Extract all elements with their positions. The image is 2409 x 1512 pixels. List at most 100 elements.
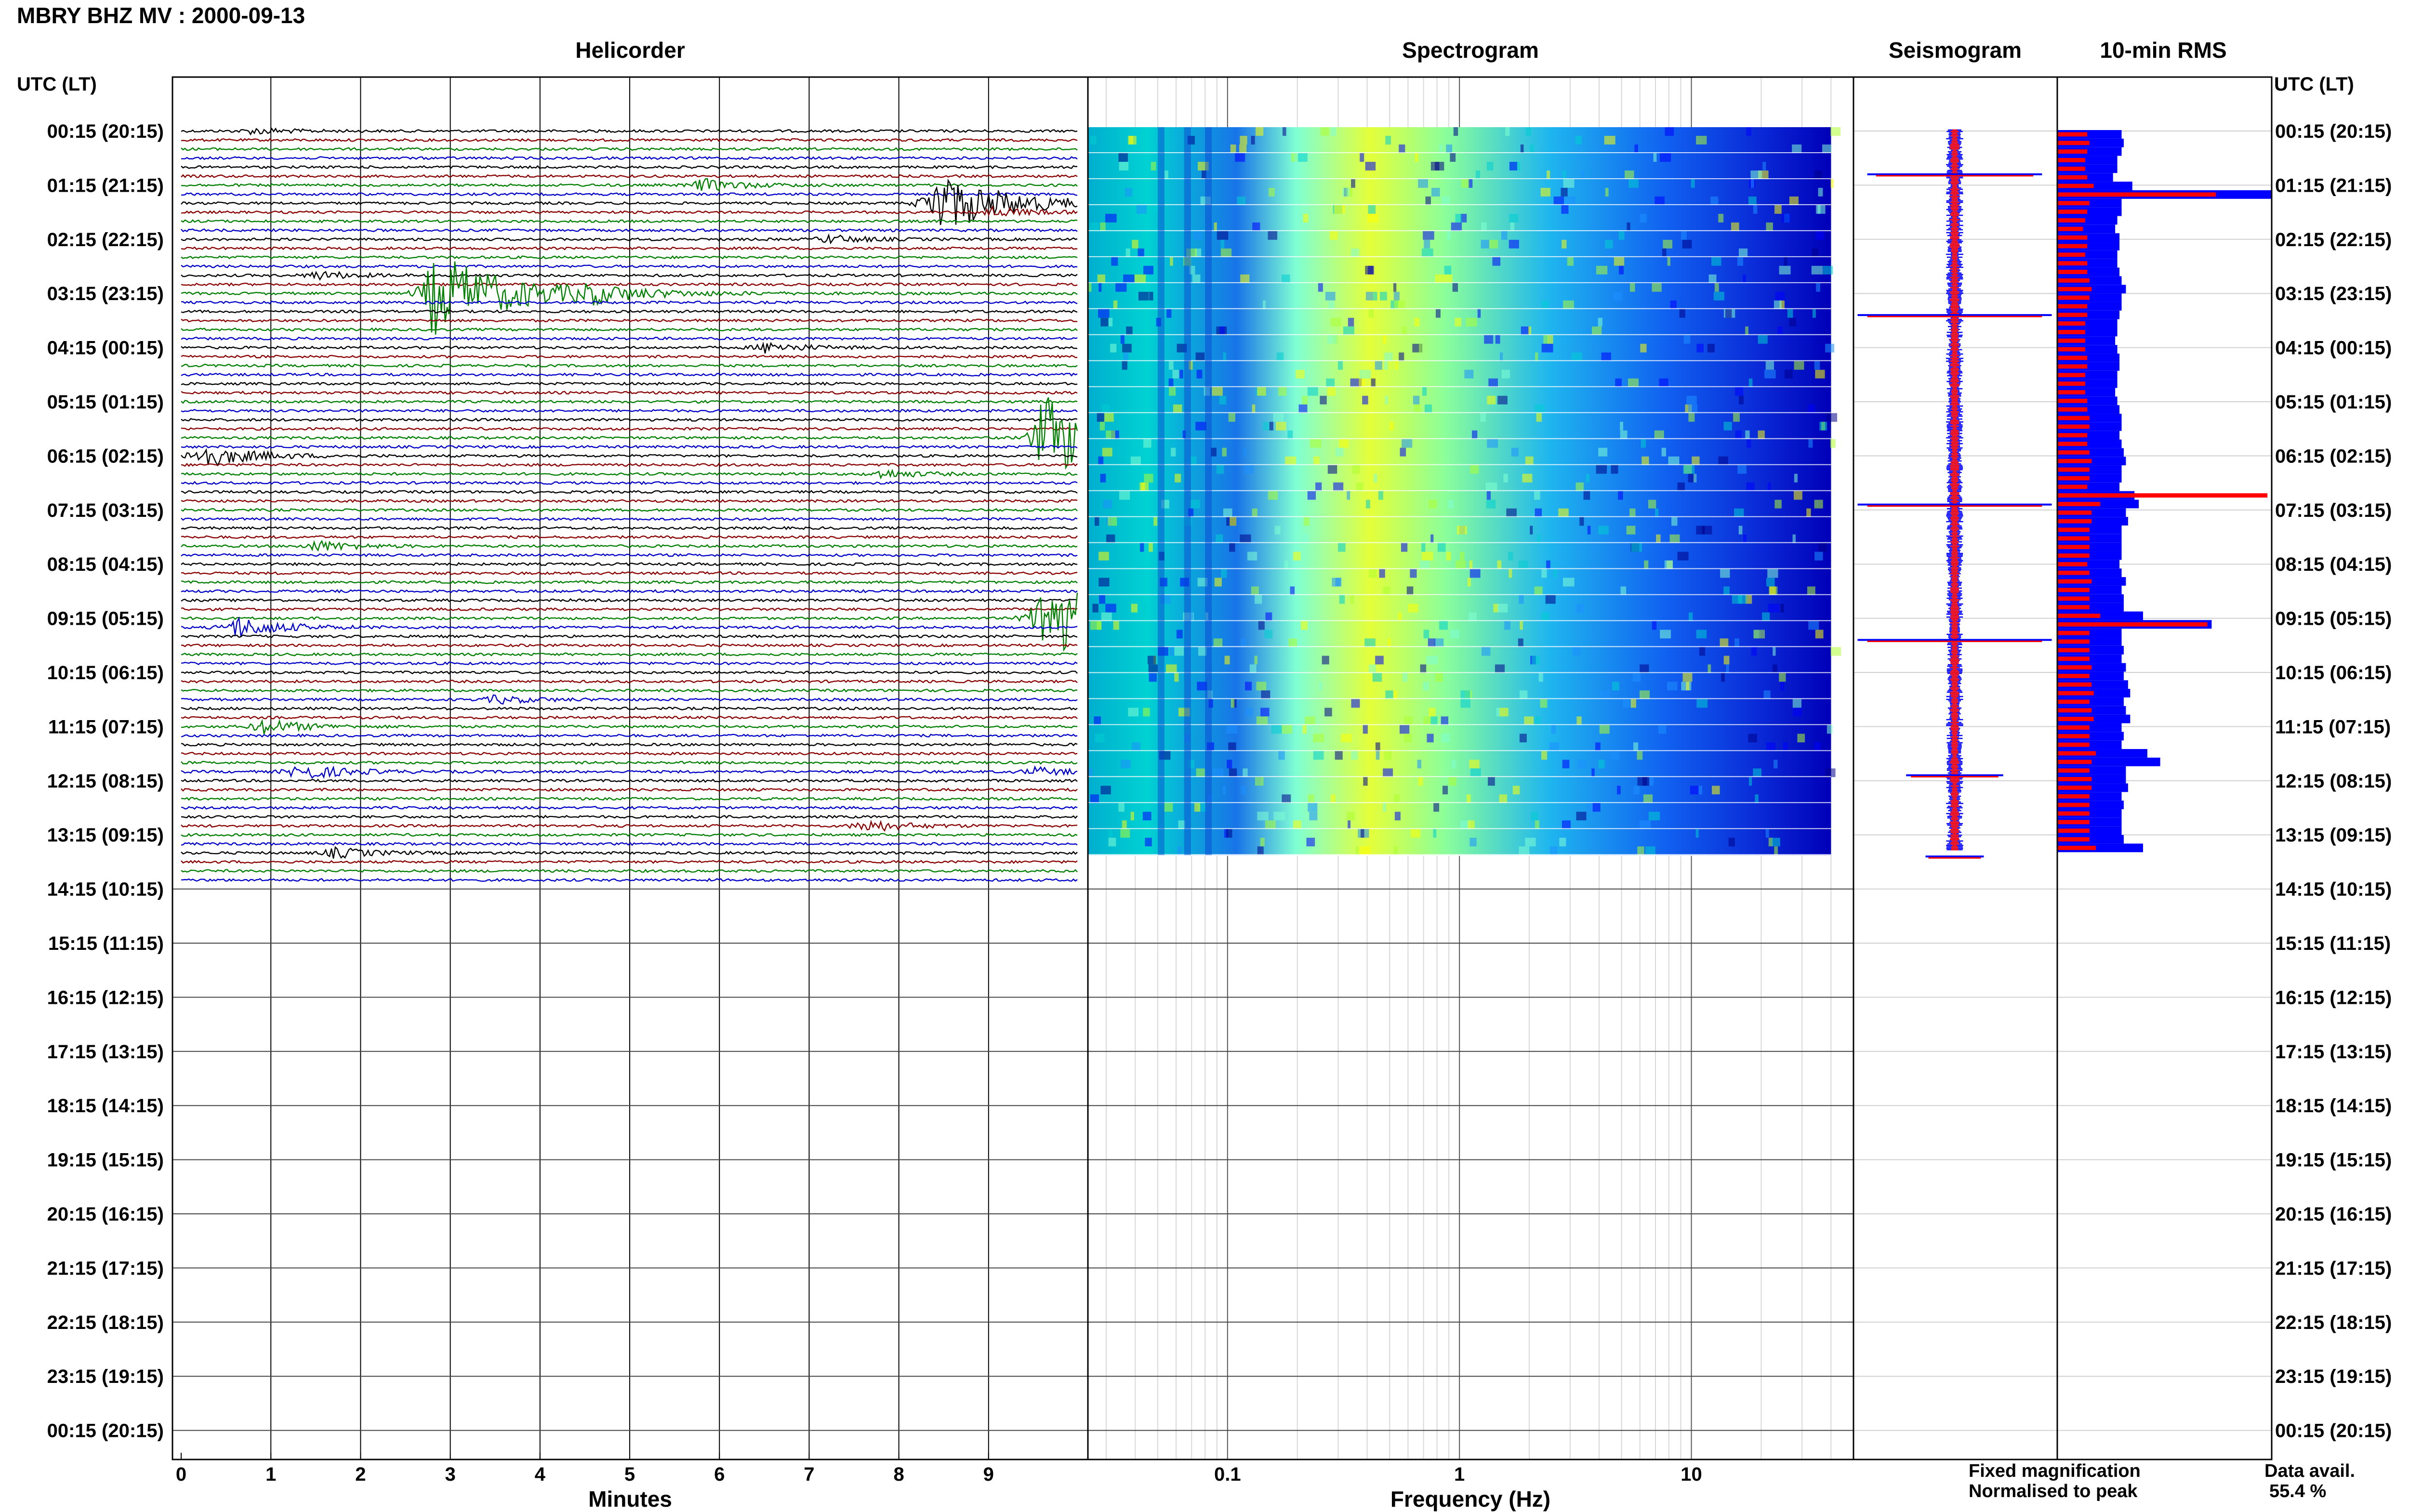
spectrogram-cell — [1427, 734, 1434, 743]
spectrogram-cell — [1495, 664, 1505, 673]
spectrogram-cell — [1613, 291, 1623, 301]
spectrogram-band — [1088, 482, 1831, 492]
spectrogram-band — [1088, 473, 1831, 483]
rms-bar-normalised — [2057, 605, 2090, 610]
spectrogram-band — [1088, 517, 1831, 526]
rms-bar-normalised — [2057, 665, 2092, 670]
spectrogram-cell — [1423, 716, 1431, 725]
spectrogram-cell — [1118, 803, 1125, 812]
helicorder-trace — [181, 178, 1078, 225]
helicorder-trace — [181, 445, 1078, 449]
spectrogram-cell — [1413, 395, 1420, 405]
spectrogram-cell — [1216, 534, 1223, 543]
spectrogram-cell — [1290, 586, 1295, 595]
spectrogram-band — [1088, 630, 1831, 639]
spectrogram-cell — [1281, 274, 1290, 283]
spectrogram-cell — [1765, 829, 1769, 838]
spectrogram-band — [1088, 205, 1831, 214]
spectrogram-cell — [1660, 630, 1671, 639]
helicorder-trace — [181, 261, 1078, 335]
spectrogram-cell — [1400, 447, 1406, 457]
rms-bar-normalised — [2057, 631, 2090, 635]
spectrogram-cell — [1481, 239, 1490, 249]
right-hour-label: 21:15 (17:15) — [2275, 1258, 2392, 1279]
spectrogram-band — [1088, 430, 1831, 440]
spectrogram-cell — [1372, 673, 1382, 682]
spectrogram-band — [1088, 326, 1831, 336]
spectrogram-cell — [1814, 361, 1820, 370]
spectrogram-cell — [1534, 586, 1543, 595]
spectrogram-cell — [1418, 777, 1423, 786]
spectrogram-cell — [1094, 716, 1101, 725]
left-hour-label: 00:15 (20:15) — [47, 1420, 164, 1442]
left-hour-label: 05:15 (01:15) — [47, 392, 164, 413]
spectrogram-band — [1088, 265, 1831, 275]
right-hour-label: 05:15 (01:15) — [2275, 392, 2392, 413]
spectrogram-cell — [1780, 682, 1785, 691]
spectrogram-cell — [1122, 820, 1127, 829]
spectrogram-cell — [1599, 725, 1610, 734]
spectrogram-cell — [1640, 690, 1650, 699]
spectrogram-cell — [1562, 239, 1567, 249]
spectrogram-cell — [1217, 231, 1229, 240]
spectrogram-cell — [1469, 760, 1480, 769]
left-hour-label: 14:15 (10:15) — [47, 879, 164, 900]
spectrogram-cell — [1265, 820, 1276, 829]
spectrogram-cell — [1301, 534, 1309, 543]
seismogram-panel — [1853, 129, 2057, 1431]
spectrogram-cell — [1480, 413, 1486, 422]
spectrogram-cell — [1745, 595, 1752, 604]
spectrogram-cell — [1690, 786, 1699, 795]
right-hour-label: 07:15 (03:15) — [2275, 500, 2392, 521]
spectrogram-cell — [1567, 257, 1574, 266]
spectrogram-cell — [1521, 326, 1530, 335]
spectrogram-cell — [1257, 812, 1269, 821]
spectrogram-cell — [1677, 482, 1685, 491]
helicorder-trace — [181, 841, 1078, 846]
spectrogram-cell — [1600, 690, 1610, 699]
spectrogram-cell — [1260, 838, 1265, 847]
helicorder-trace — [181, 255, 1078, 260]
helicorder-trace — [181, 264, 1078, 269]
helicorder-trace — [181, 688, 1077, 693]
spectrogram-cell — [1753, 205, 1758, 214]
rms-bar-normalised — [2057, 201, 2090, 206]
spectrogram-cell — [1398, 612, 1402, 621]
spectrogram-cell — [1237, 196, 1246, 205]
spectrogram-cell — [1772, 838, 1780, 847]
spectrogram-cell — [1375, 742, 1380, 751]
spectrogram-cell — [1723, 656, 1730, 665]
spectrogram-band — [1088, 751, 1831, 760]
spectrogram-cell — [1682, 673, 1693, 682]
spectrogram-cell — [1182, 430, 1186, 439]
spectrogram-cell — [1393, 794, 1400, 803]
spectrogram-cell — [1313, 456, 1320, 465]
spectrogram-cell — [1102, 404, 1110, 413]
rms-bar-normalised — [2057, 845, 2096, 850]
spectrogram-cell — [1808, 439, 1813, 448]
spectrogram-cell — [1738, 248, 1748, 257]
spectrogram-cell — [1402, 673, 1408, 682]
legend-fixed-magnification: Fixed magnification — [1969, 1461, 2141, 1481]
spectrogram-cell — [1276, 421, 1286, 431]
spectrogram-cell — [1766, 742, 1776, 751]
helicorder-trace — [181, 616, 1078, 637]
spectrogram-cell — [1369, 664, 1377, 673]
spectrogram-cell — [1169, 387, 1176, 396]
spectrogram-cell — [1497, 604, 1508, 613]
spectrogram-cell — [1652, 621, 1657, 630]
spectrogram-cell — [1591, 768, 1595, 777]
spectrogram-cell — [1097, 274, 1105, 283]
spectrogram-cell — [1174, 647, 1184, 656]
spectrogram-cell — [1113, 621, 1119, 630]
spectrogram-cell — [1470, 768, 1481, 777]
helicorder-trace — [181, 309, 1078, 314]
spectrogram-cell — [1450, 153, 1456, 162]
helicorder-trace — [181, 571, 1078, 576]
rms-bar-normalised — [2057, 588, 2090, 592]
spectrogram-cell — [1120, 829, 1130, 838]
spectrogram-cell — [1814, 170, 1823, 179]
rms-bar-normalised — [2057, 682, 2092, 687]
spectrogram-cell — [1640, 664, 1649, 673]
